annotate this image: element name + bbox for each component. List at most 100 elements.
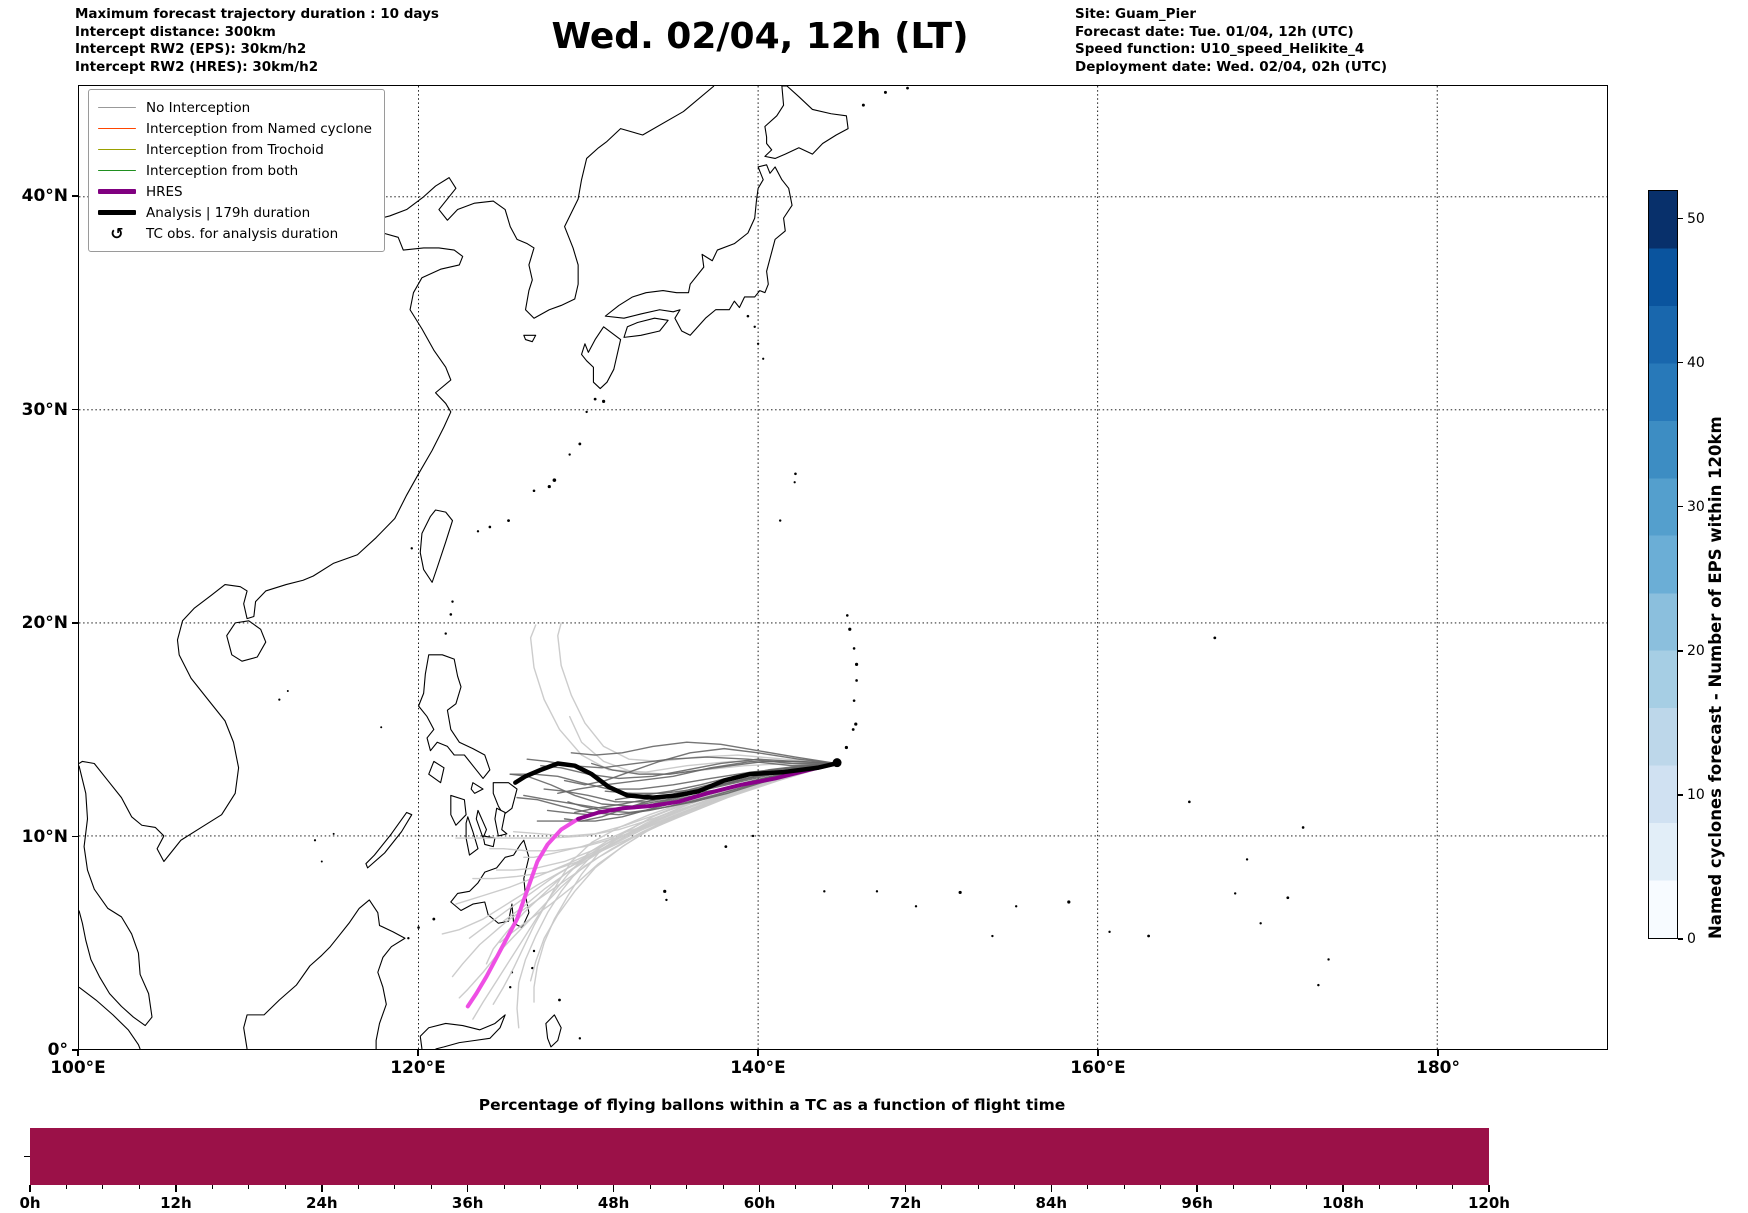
figure-title: Wed. 02/04, 12h (LT) — [551, 16, 969, 57]
legend-line — [98, 189, 136, 194]
island-dot — [794, 472, 797, 476]
island-dot — [1286, 896, 1290, 900]
landmass-fill — [764, 86, 849, 159]
coastline — [492, 782, 518, 816]
legend-line — [98, 106, 136, 109]
island-dot — [444, 632, 447, 635]
legend-label: Interception from Trochoid — [146, 141, 324, 158]
hour-major-tick — [1196, 1185, 1198, 1192]
hour-minor-tick — [649, 1185, 651, 1189]
hour-minor-tick — [977, 1185, 979, 1189]
hour-minor-tick — [284, 1185, 286, 1189]
legend-item: No Interception — [98, 97, 372, 118]
hour-major-tick — [466, 1185, 469, 1192]
island-dot — [1213, 636, 1217, 640]
hres-track — [576, 761, 839, 821]
hour-tick-label: 12h — [160, 1194, 192, 1212]
legend-item: ↺ TC obs. for analysis duration — [98, 223, 372, 244]
colorbar-tick — [1678, 218, 1683, 220]
island-dot — [823, 890, 826, 893]
legend-line-sample — [98, 127, 136, 130]
landmass-fill — [79, 987, 141, 1049]
hour-minor-tick — [795, 1185, 797, 1189]
y-axis-tick-label: 40°N — [21, 186, 68, 207]
x-axis-tick — [417, 1050, 419, 1056]
ensemble-track-light — [499, 762, 837, 944]
island-dot — [793, 481, 796, 484]
hour-tick-label: 24h — [306, 1194, 338, 1212]
hour-tick-label: 108h — [1322, 1194, 1365, 1212]
island-dot — [991, 934, 994, 938]
hour-minor-tick — [1123, 1185, 1125, 1189]
x-axis-tick — [757, 1050, 759, 1056]
coastline — [465, 816, 479, 856]
colorbar-tick — [1678, 506, 1683, 508]
x-axis-tick-label: 140°E — [730, 1058, 786, 1078]
island-dot — [1108, 930, 1111, 934]
legend-line — [98, 148, 136, 151]
colorbar-label: Named cyclones forecast - Number of EPS … — [1706, 416, 1725, 939]
island-dot — [848, 627, 852, 631]
intercept-distance-line: Intercept distance: 300km — [75, 23, 276, 40]
island-dot — [875, 890, 879, 893]
legend-line-sample — [98, 148, 136, 151]
landmass-fill — [79, 86, 714, 862]
colorbar-tick — [1678, 362, 1683, 364]
island-dot — [914, 905, 918, 908]
island-dot — [1233, 892, 1237, 895]
island-dot — [906, 86, 909, 90]
legend-box: No Interception Interception from Named c… — [88, 89, 385, 252]
run-settings-block: Maximum forecast trajectory duration : 1… — [75, 6, 439, 76]
legend-line-sample — [98, 210, 136, 215]
colorbar-tick-label: 30 — [1687, 498, 1705, 515]
ensemble-track-dark — [540, 758, 837, 780]
legend-line-sample — [98, 169, 136, 172]
deployment-date-line: Deployment date: Wed. 02/04, 02h (UTC) — [1075, 58, 1388, 75]
coastline — [226, 620, 267, 662]
ensemble-track-dark — [591, 760, 837, 775]
hour-major-tick — [29, 1185, 31, 1192]
hour-tick-label: 0h — [19, 1194, 41, 1212]
colorbar-tick-label: 40 — [1687, 354, 1705, 371]
island-dot — [585, 410, 588, 414]
ensemble-track-light — [441, 762, 837, 935]
landmass-fill — [476, 810, 487, 839]
island-dot — [449, 613, 453, 616]
ensemble-track-dark — [536, 762, 837, 822]
hour-minor-tick — [211, 1185, 213, 1189]
y-axis-tick — [72, 835, 78, 838]
analysis-track — [513, 761, 839, 800]
ensemble-track-dark — [614, 762, 837, 801]
map-canvas — [79, 86, 1607, 1049]
hour-minor-tick — [1233, 1185, 1235, 1189]
bottom-chart-title: Percentage of flying ballons within a TC… — [478, 1096, 1066, 1114]
island-dot — [1188, 800, 1191, 804]
hour-minor-tick — [1160, 1185, 1162, 1189]
max-duration-line: Maximum forecast trajectory duration : 1… — [75, 6, 439, 22]
x-axis-tick — [77, 1050, 79, 1056]
island-dot — [552, 478, 557, 482]
hour-tick-label: 96h — [1181, 1194, 1213, 1212]
island-dot — [844, 745, 848, 750]
island-dot — [778, 519, 782, 522]
landmass-fill — [450, 795, 467, 826]
hour-tick-label: 48h — [597, 1194, 630, 1212]
island-dot — [861, 103, 865, 107]
hour-minor-tick — [941, 1185, 943, 1189]
landmass-fill — [494, 808, 507, 836]
hour-major-tick — [1342, 1185, 1344, 1192]
island-dot — [313, 839, 317, 842]
island-dot — [854, 722, 858, 726]
forecast-date-line: Forecast date: Tue. 01/04, 12h (UTC) — [1075, 23, 1354, 40]
hour-minor-tick — [868, 1185, 870, 1189]
cyclone-symbol-icon: ↺ — [110, 223, 124, 243]
colorbar-tick — [1678, 794, 1683, 796]
landmass-fill — [471, 782, 484, 794]
island-dot — [488, 525, 492, 529]
landmass-fill — [545, 1014, 562, 1047]
island-dot — [1147, 934, 1150, 938]
x-axis-tick-label: 180° — [1416, 1058, 1460, 1078]
ensemble-track-light — [502, 762, 837, 922]
hour-minor-tick — [394, 1185, 396, 1189]
coastline — [243, 899, 406, 1049]
